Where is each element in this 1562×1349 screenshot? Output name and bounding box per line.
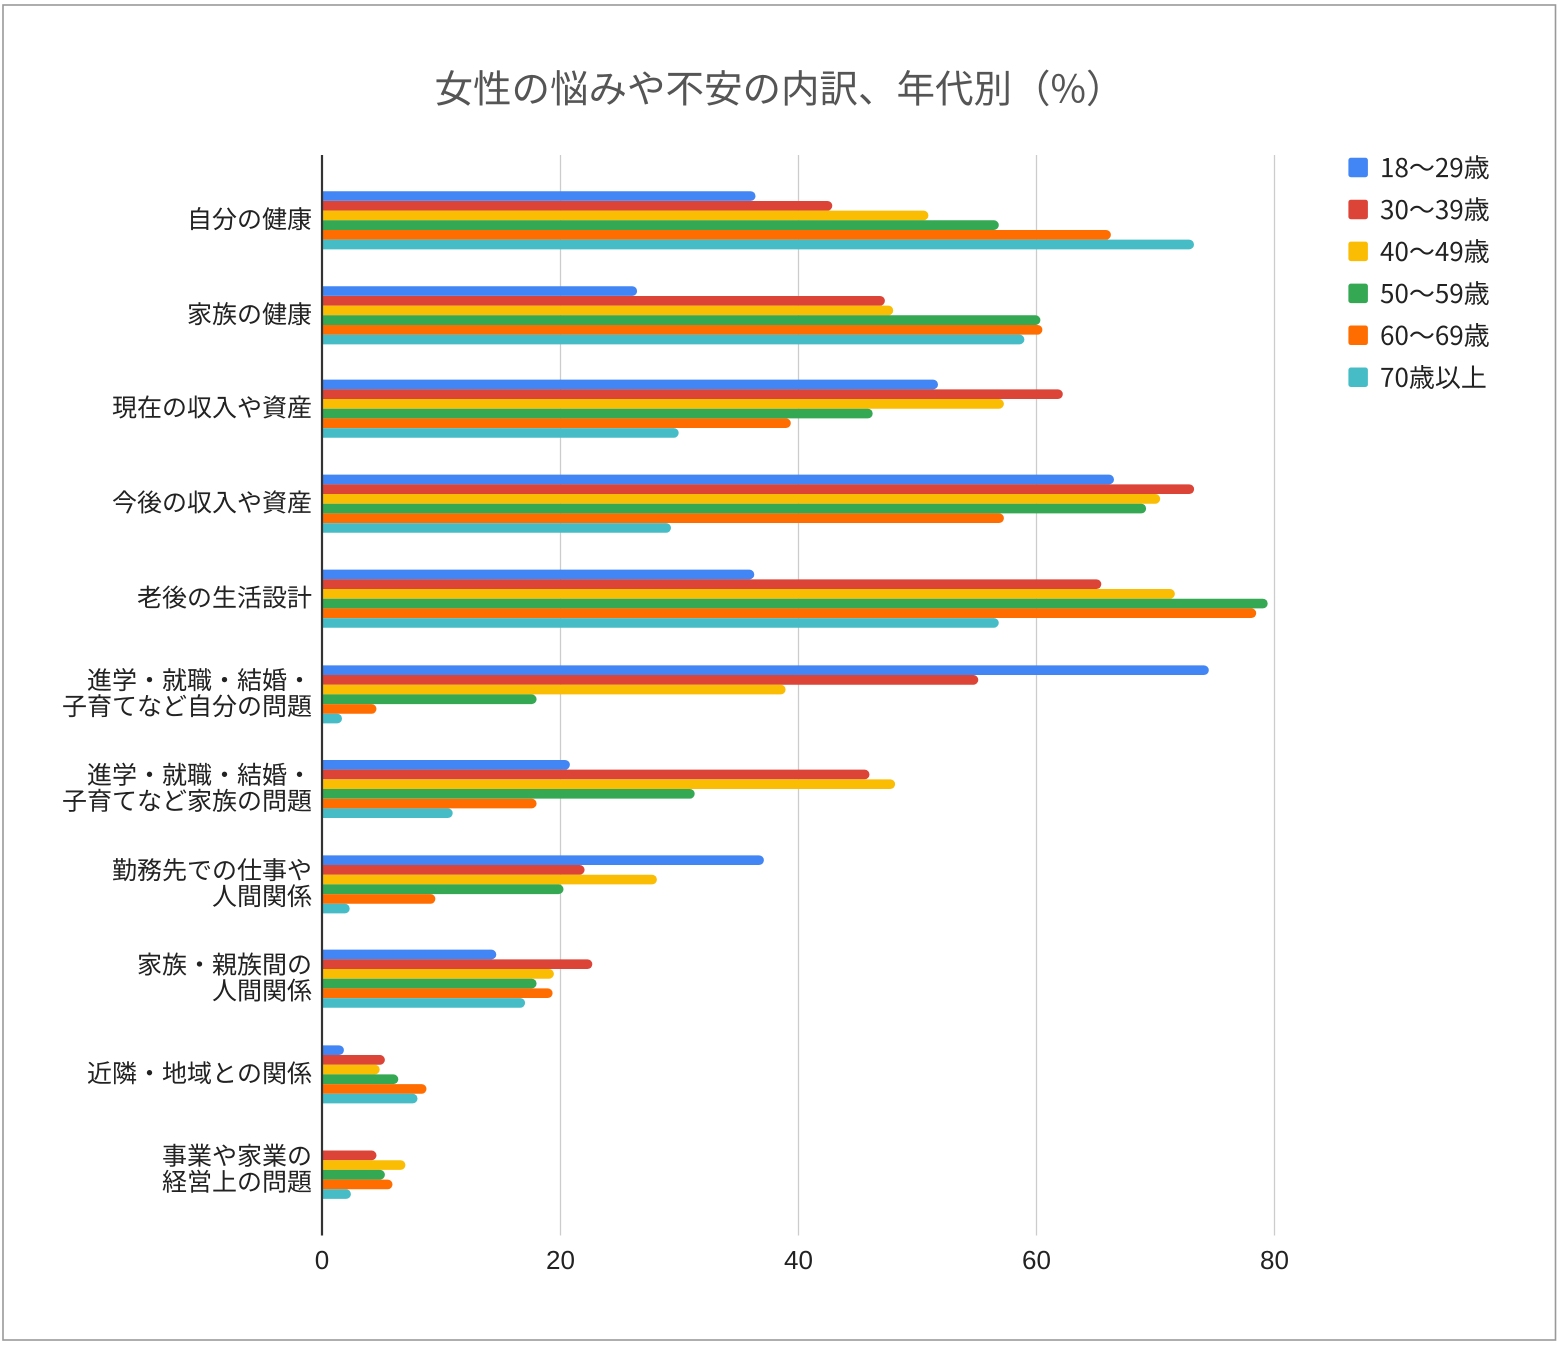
svg-text:80: 80 [1260,1245,1289,1275]
svg-text:40: 40 [784,1245,813,1275]
svg-text:20: 20 [546,1245,575,1275]
svg-text:0: 0 [315,1245,329,1275]
svg-text:60: 60 [1022,1245,1051,1275]
